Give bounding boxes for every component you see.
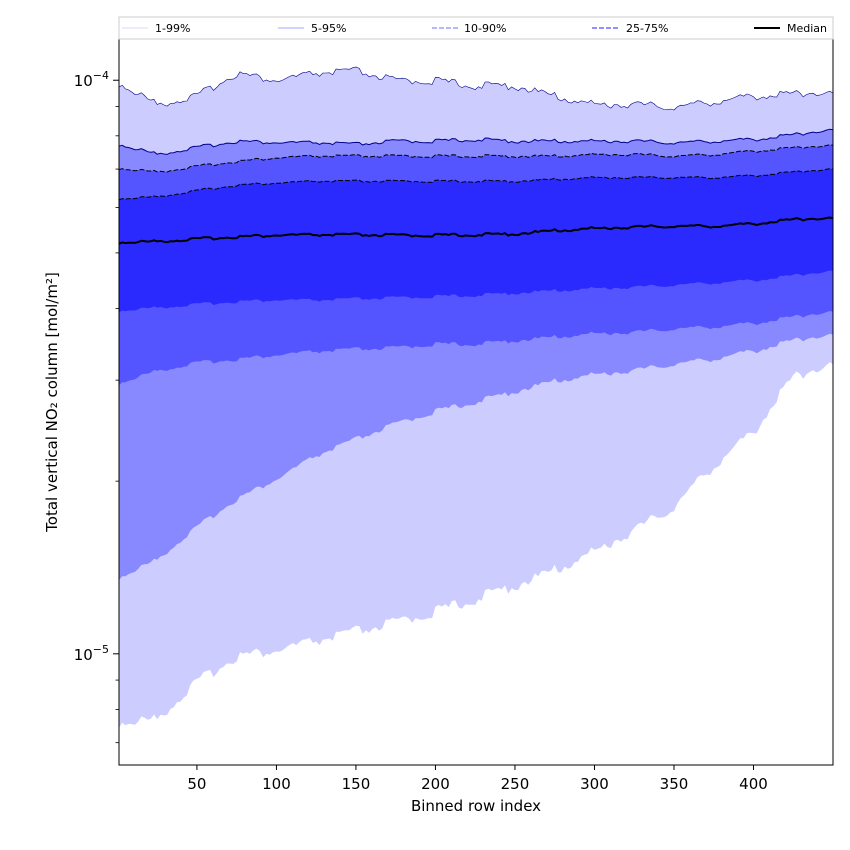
x-axis: 50 100 150 200 250 300 350 400	[187, 765, 768, 793]
y-tick-label: 10−5	[74, 643, 109, 664]
x-tick-label: 100	[262, 775, 291, 793]
band-25-75%	[119, 168, 833, 313]
x-tick-label: 300	[580, 775, 609, 793]
legend-label: Median	[787, 22, 827, 35]
x-tick-label: 150	[342, 775, 371, 793]
x-tick-label: 400	[739, 775, 768, 793]
legend-label: 1-99%	[155, 22, 190, 35]
median-line	[118, 216, 834, 245]
x-tick-label: 200	[421, 775, 450, 793]
percentile-bands	[119, 67, 833, 728]
x-tick-label: 250	[501, 775, 530, 793]
x-tick-label: 350	[660, 775, 689, 793]
y-axis: 10−4 10−5	[74, 69, 119, 744]
band-upper-line-10-90%	[118, 144, 834, 173]
legend-label: 5-95%	[311, 22, 346, 35]
legend-label: 10-90%	[464, 22, 506, 35]
x-axis-title: Binned row index	[411, 797, 541, 815]
legend: 1-99% 5-95% 10-90% 25-75% Median	[118, 16, 834, 40]
legend-label: 25-75%	[626, 22, 668, 35]
band-upper-line-5-95%	[118, 128, 834, 155]
percentile-edge-lines	[118, 66, 834, 245]
band-upper-line-25-75%	[118, 168, 834, 201]
y-tick-label: 10−4	[74, 69, 109, 90]
band-upper-line-1-99%	[118, 66, 834, 111]
x-tick-label: 50	[187, 775, 206, 793]
y-axis-title: Total vertical NO₂ column [mol/m²]	[43, 272, 61, 533]
legend-box	[118, 16, 834, 40]
